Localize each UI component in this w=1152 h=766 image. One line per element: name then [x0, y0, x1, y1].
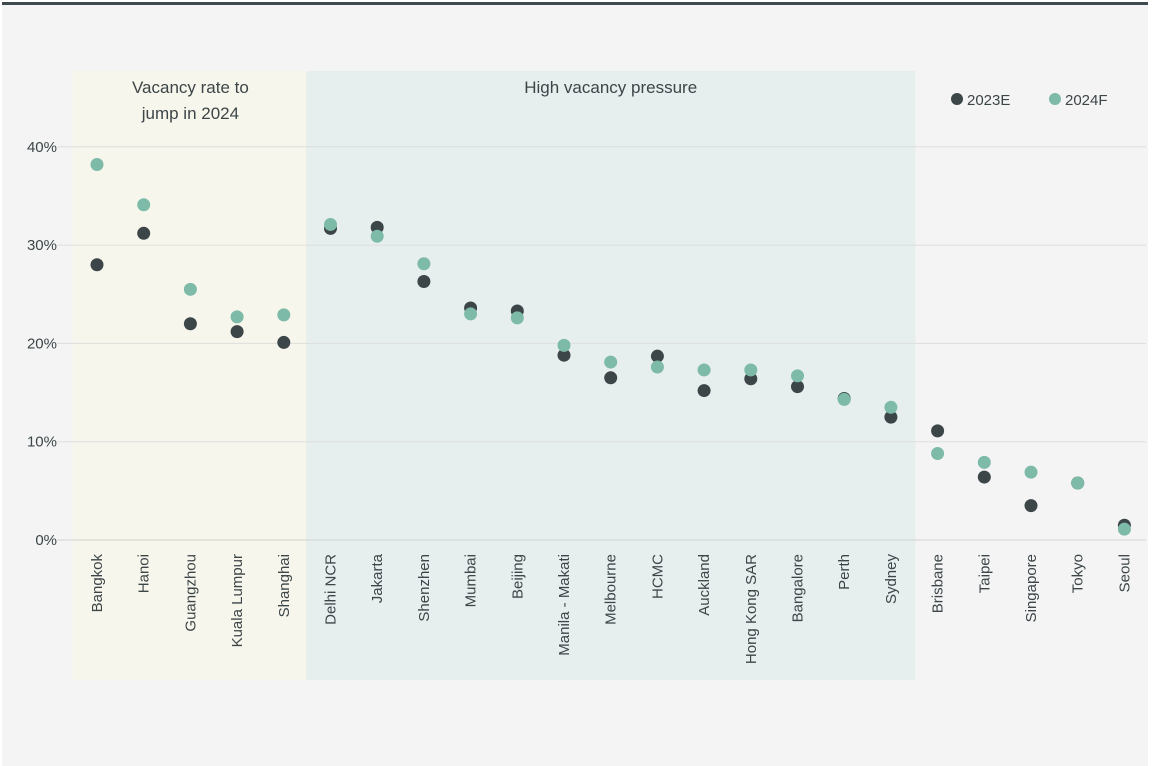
point-2023E-shenzhen: [417, 274, 431, 288]
band-label-0-0: Vacancy rate to: [132, 78, 249, 97]
points-layer: [90, 157, 1131, 536]
point-2023E-bangalore: [791, 380, 804, 394]
grid-layer: [57, 146, 1146, 541]
point-2024F-auckland: [697, 363, 711, 377]
legend-marker-2024F: [1049, 93, 1061, 105]
legend: 2023E 2024F: [951, 92, 1108, 109]
y-tick-label: 20%: [27, 335, 57, 352]
point-2024F-delhi-ncr: [324, 217, 337, 231]
category-label: Taipei: [976, 554, 993, 593]
point-2024F-hcmc: [650, 360, 664, 374]
point-2023E-hcmc: [650, 349, 664, 363]
category-label: Shanghai: [276, 554, 293, 617]
y-tick-label: 0%: [35, 532, 57, 549]
point-2024F-melbourne: [604, 355, 618, 369]
category-label: Tokyo: [1070, 554, 1087, 593]
point-2024F-tokyo: [1071, 476, 1085, 490]
legend-label-2024F: 2024F: [1065, 92, 1108, 109]
category-label: Guangzhou: [182, 554, 199, 632]
category-label: Hong Kong SAR: [743, 554, 760, 664]
point-2024F-perth: [837, 392, 851, 406]
y-tick-label: 10%: [27, 434, 57, 451]
category-label: Sydney: [883, 554, 900, 605]
band-label-0-1: jump in 2024: [141, 104, 239, 123]
point-2024F-seoul: [1117, 522, 1131, 536]
band-0: [72, 71, 309, 680]
point-2024F-kuala-lumpur: [230, 310, 244, 324]
category-label: Hanoi: [136, 554, 153, 593]
point-2024F-brisbane: [931, 446, 945, 460]
category-label: Bangalore: [790, 554, 807, 622]
category-label: Shenzhen: [416, 554, 433, 622]
category-label: Perth: [836, 554, 853, 590]
category-label: Auckland: [696, 554, 713, 616]
category-label: Jakarta: [369, 553, 386, 603]
vacancy-rate-chart: Vacancy rate to jump in 2024 High vacancy …: [27, 71, 1146, 680]
point-2023E-guangzhou: [183, 317, 197, 331]
category-labels: Bangkok Hanoi Guangzhou Kuala Lumpur Shangha…: [89, 553, 1133, 664]
category-label: Delhi NCR: [323, 554, 340, 625]
band-label-1-0: High vacancy pressure: [524, 78, 697, 97]
point-2023E-melbourne: [604, 371, 618, 385]
y-axis-ticks: 0% 10% 20% 30% 40%: [27, 139, 57, 549]
category-label: Seoul: [1116, 554, 1133, 592]
point-2024F-mumbai: [464, 307, 478, 321]
point-2023E-taipei: [977, 470, 991, 484]
category-label: Beijing: [509, 554, 526, 599]
point-2023E-manila-makati: [557, 348, 571, 362]
category-label: Kuala Lumpur: [229, 554, 246, 647]
category-label: Manila - Makati: [556, 554, 573, 656]
point-2023E-auckland: [697, 384, 711, 398]
point-2024F-shenzhen: [417, 257, 431, 271]
y-tick-label: 40%: [27, 139, 57, 156]
point-2024F-singapore: [1024, 465, 1038, 479]
point-2023E-shanghai: [277, 335, 291, 349]
point-2024F-guangzhou: [183, 282, 197, 296]
point-2024F-jakarta: [370, 229, 384, 243]
legend-label-2023E: 2023E: [967, 92, 1010, 109]
point-2024F-taipei: [977, 455, 991, 469]
category-label: Melbourne: [603, 554, 620, 625]
category-label: HCMC: [649, 554, 666, 599]
point-2023E-bangkok: [90, 258, 104, 272]
point-2024F-manila-makati: [557, 338, 571, 352]
point-2024F-hong-kong-sar: [744, 363, 758, 377]
category-label: Singapore: [1023, 554, 1040, 622]
y-tick-label: 30%: [27, 237, 57, 254]
category-label: Mumbai: [463, 554, 480, 607]
point-2024F-bangkok: [90, 157, 104, 171]
point-2023E-kuala-lumpur: [230, 325, 244, 339]
point-2024F-shanghai: [277, 308, 291, 322]
band-labels-layer: Vacancy rate to jump in 2024 High vacancy …: [132, 78, 697, 123]
category-label: Brisbane: [930, 554, 947, 613]
point-2023E-singapore: [1024, 499, 1038, 513]
point-2023E-brisbane: [931, 424, 945, 438]
point-2024F-hanoi: [137, 198, 151, 212]
point-2024F-bangalore: [791, 369, 804, 383]
point-2023E-sydney: [884, 410, 898, 424]
legend-marker-2023E: [951, 93, 963, 105]
point-2024F-beijing: [510, 311, 524, 325]
point-2024F-sydney: [884, 400, 898, 414]
category-label: Bangkok: [89, 554, 106, 613]
point-2023E-hanoi: [137, 226, 151, 240]
